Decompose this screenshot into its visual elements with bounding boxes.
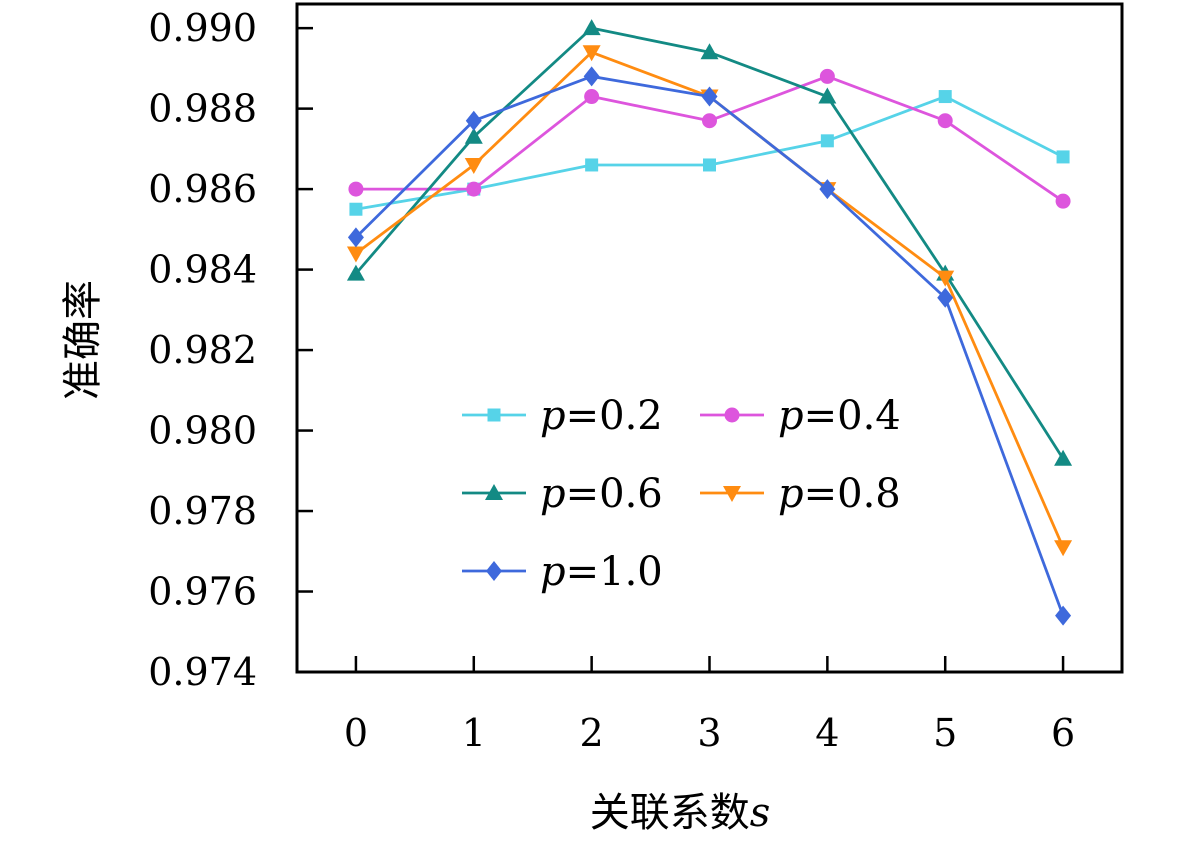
data-point (466, 181, 482, 197)
legend-label: p=0.6 (540, 471, 663, 517)
series-1 (349, 90, 1070, 216)
x-tick-label: 1 (462, 711, 486, 755)
y-axis-title: 准确率 (60, 280, 106, 400)
y-tick-label: 0.974 (148, 650, 257, 694)
data-point (349, 202, 363, 216)
legend-label: p=1.0 (540, 549, 663, 595)
data-point (464, 157, 483, 174)
legend-item: p=1.0 (462, 549, 663, 595)
data-point (936, 270, 955, 287)
legend-item: p=0.4 (700, 393, 901, 439)
legend-marker (724, 407, 740, 423)
data-point (1055, 193, 1071, 209)
data-point (937, 287, 954, 308)
y-tick-label: 0.990 (148, 6, 257, 50)
data-point (701, 86, 718, 107)
legend-marker (485, 484, 503, 500)
data-point (818, 87, 837, 104)
legend-item: p=0.8 (700, 471, 901, 517)
series-5 (347, 66, 1072, 626)
data-point (702, 113, 717, 129)
x-tick-label: 5 (933, 711, 957, 755)
data-point (465, 110, 482, 131)
legend: p=0.2 p=0.4 p=0.6 p=0.8 p=1.0 (462, 393, 901, 595)
data-point (938, 90, 952, 104)
data-point (937, 113, 953, 129)
axes: 0.974 0.976 0.978 0.980 0.982 0.984 0.986 0.988… (148, 2, 1124, 755)
legend-item: p=0.6 (462, 471, 663, 517)
y-tick-label: 0.986 (148, 167, 257, 211)
legend-item: p=0.2 (462, 393, 663, 439)
legend-label: p=0.8 (778, 471, 901, 517)
data-point (464, 127, 483, 144)
y-tick-label: 0.980 (148, 409, 257, 453)
data-point (584, 89, 600, 105)
y-tick-label: 0.984 (148, 248, 257, 292)
series-layer (346, 19, 1073, 626)
legend-label: p=0.4 (778, 393, 901, 439)
data-point (820, 134, 834, 148)
data-point (583, 66, 600, 87)
data-point (1054, 540, 1073, 557)
x-axis-title: 关联系数s (590, 790, 771, 836)
data-point (703, 158, 716, 172)
y-tick-label: 0.978 (148, 489, 257, 533)
x-tick-label: 4 (815, 711, 839, 755)
series-line (354, 75, 1065, 617)
y-tick-label: 0.988 (148, 87, 257, 131)
data-point (346, 246, 365, 263)
x-tick-label: 0 (344, 711, 368, 755)
series-2 (348, 68, 1071, 209)
legend-marker (486, 561, 502, 581)
legend-label: p=0.2 (540, 393, 663, 439)
data-point (819, 179, 836, 200)
data-point (585, 158, 599, 172)
data-point (1055, 605, 1072, 626)
data-point (700, 43, 719, 60)
data-point (348, 181, 364, 197)
data-point (1054, 449, 1073, 466)
series-3 (346, 19, 1073, 466)
x-tick-label: 2 (580, 711, 604, 755)
data-point (347, 227, 364, 248)
data-point (1056, 150, 1070, 164)
data-point (819, 68, 835, 84)
legend-marker (487, 408, 501, 422)
y-tick-label: 0.982 (148, 328, 257, 372)
data-point (346, 264, 365, 281)
x-tick-label: 6 (1051, 711, 1075, 755)
legend-marker (723, 486, 741, 502)
data-point (582, 19, 601, 36)
x-tick-label: 3 (697, 711, 721, 755)
y-tick-label: 0.976 (148, 570, 257, 614)
data-point (582, 45, 601, 62)
